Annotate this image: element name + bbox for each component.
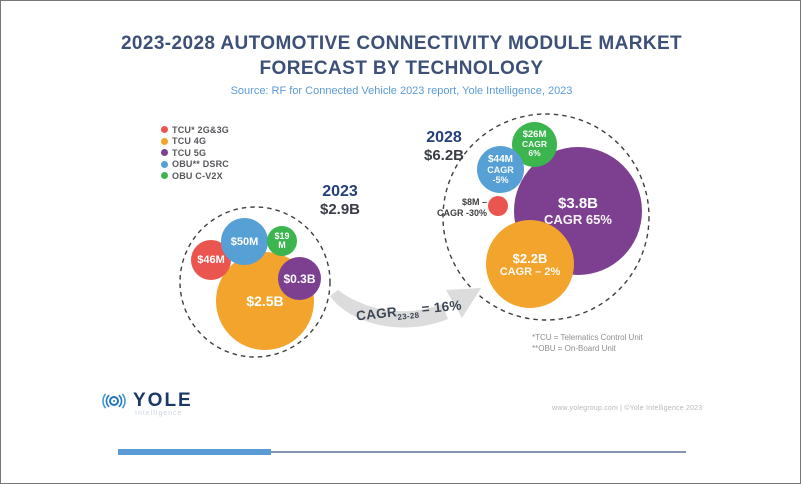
label-2028-tcu-2g3g: $8M – CAGR -30% [435,197,487,218]
bubble-value: $44M [487,153,513,165]
legend-label: TCU 5G [172,147,207,158]
bubble-cagr: CAGR -30% [436,207,487,218]
total-2028: $6.2B [423,147,465,164]
yole-logo-subtext: Intelligence [135,410,183,417]
cagr-prefix: CAGR [355,304,398,324]
source-subtitle: Source: RF for Connected Vehicle 2023 re… [230,85,573,97]
yole-logo-text: YOLE [133,390,193,411]
legend-dot-icon [161,160,168,168]
footer-divider-line [118,451,686,453]
bubble-cagr: CAGR 6% [521,138,548,159]
legend-label: OBU C-V2X [172,170,223,181]
cagr-value: = 16% [420,297,463,317]
bubble-value: $0.3B [283,271,316,286]
legend-label: OBU** DSRC [172,159,230,170]
bubble-value: $8M [461,197,480,207]
bubble-2023-tcu-5g: $0.3B [278,257,321,300]
bubble-value: $2.5B [246,293,284,309]
bubble-cagr: CAGR – 2% [499,265,561,278]
group-label-2028: 2028 $6.2B [411,129,477,165]
bubble-value: $26M [522,129,547,141]
bubble-2023-obu-cv2x: $19M [267,226,297,256]
bubble-cagr: CAGR -5% [487,164,514,185]
page-title: 2023-2028 AUTOMOTIVE CONNECTIVITY MODULE… [1,31,800,81]
legend-item-obu-cv2x: OBU C-V2X [161,170,229,182]
bubble-cagr: CAGR 65% [544,212,612,227]
bubble-2028-tcu-4g: $2.2B CAGR – 2% [486,220,574,308]
bubble-2023-obu-dsrc: $50M [221,218,268,265]
growth-arrow-icon [330,288,481,328]
yole-logo: YOLE [98,386,193,416]
footer-progress-bar [118,449,271,455]
legend-label: TCU* 2G&3G [172,124,230,135]
total-2023: $2.9B [319,201,361,218]
year-2023: 2023 [322,183,358,200]
dashed-circle-2023 [179,206,331,358]
legend-dot-icon [161,126,168,134]
legend-item-tcu-5g: TCU 5G [161,147,229,159]
legend-dot-icon [161,137,168,145]
yole-logo-icon [102,393,126,409]
legend-dot-icon [161,149,168,157]
footnotes: *TCU = Telematics Control Unit **OBU = O… [532,332,643,354]
footnote-tcu: *TCU = Telematics Control Unit [532,333,643,342]
footnote-obu: **OBU = On-Board Unit [532,344,616,353]
bubble-2028-tcu-2g3g [488,196,508,216]
bubble-value: $2.2B [512,250,548,266]
group-label-2023: 2023 $2.9B [307,183,373,219]
legend-item-tcu-4g: TCU 4G [161,136,229,148]
legend: TCU* 2G&3G TCU 4G TCU 5G OBU** DSRC OBU … [161,124,229,182]
bubble-2028-obu-dsrc: $44M CAGR -5% [477,146,524,193]
page-title-line1: 2023-2028 AUTOMOTIVE CONNECTIVITY MODULE… [120,33,683,54]
label-connector: – [481,197,487,207]
legend-label: TCU 4G [172,136,207,147]
bubble-value: $50M [230,235,259,248]
bubble-value: $19M [274,231,290,250]
bubble-2023-tcu-2g3g: $46M [191,240,231,280]
legend-item-obu-dsrc: OBU** DSRC [161,159,229,171]
legend-item-tcu-2g3g: TCU* 2G&3G [161,124,229,136]
bubble-value: $3.8B [557,195,599,212]
legend-dot-icon [161,172,168,180]
copyright-text: www.yolegroup.com | ©Yole Intelligence 2… [552,405,703,412]
year-2028: 2028 [426,129,462,146]
page-title-line2: FORECAST BY TECHNOLOGY [259,58,544,79]
bubble-value: $46M [197,254,225,266]
dashed-circle-2028 [442,113,650,321]
